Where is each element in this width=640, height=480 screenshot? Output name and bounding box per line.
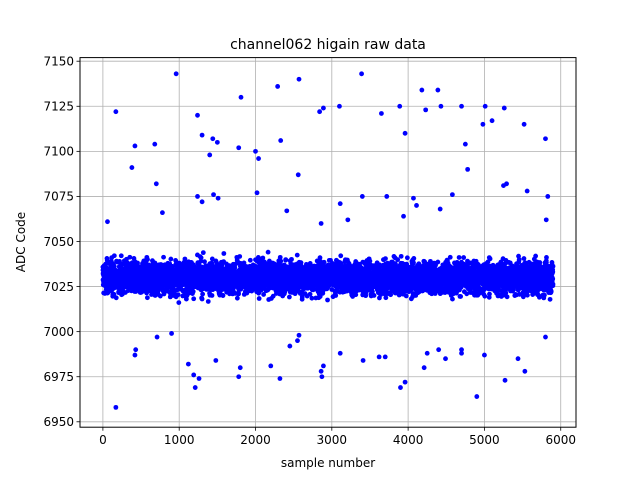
data-point [205,299,211,304]
data-point [145,257,150,262]
data-point [456,255,462,260]
data-point [200,250,206,256]
data-point [182,256,188,262]
data-point [209,293,215,298]
data-point [461,255,467,260]
data-point [202,259,207,265]
data-point [371,293,377,298]
data-point [321,259,327,265]
data-point [289,256,294,262]
data-point [398,253,404,259]
data-point [236,291,241,297]
data-point [383,256,388,262]
data-point [234,295,240,301]
data-point [220,293,226,298]
data-point [111,253,117,259]
data-point [190,289,196,294]
data-point [198,255,204,261]
data-point [383,295,389,301]
data-point [144,295,150,301]
data-point [161,254,166,260]
data-point [278,258,284,264]
data-point [221,251,227,256]
data-point [265,249,271,255]
data-point [247,257,253,263]
data-point [395,257,401,263]
data-point [199,296,205,302]
data-point [118,253,124,259]
data-point [450,296,455,302]
data-point [403,293,409,299]
data-point [176,300,182,305]
data-point [200,291,206,297]
data-point [325,297,330,303]
data-point [338,253,344,259]
data-point [435,259,441,265]
data-point [127,254,133,260]
data-point [458,294,464,299]
data-point [111,291,117,297]
data-point [191,296,197,302]
data-point [447,254,453,260]
data-point [168,256,174,262]
data-point [256,296,262,301]
data-point [157,293,163,299]
data-point [113,295,119,301]
data-point [286,294,292,300]
data-point [237,254,243,259]
data-point [183,296,189,302]
data-point [283,257,289,263]
data-point [411,256,417,261]
data-point [410,260,416,266]
data-point [294,252,300,258]
data-point [175,292,181,298]
data-points [100,71,556,410]
data-point [404,255,410,261]
